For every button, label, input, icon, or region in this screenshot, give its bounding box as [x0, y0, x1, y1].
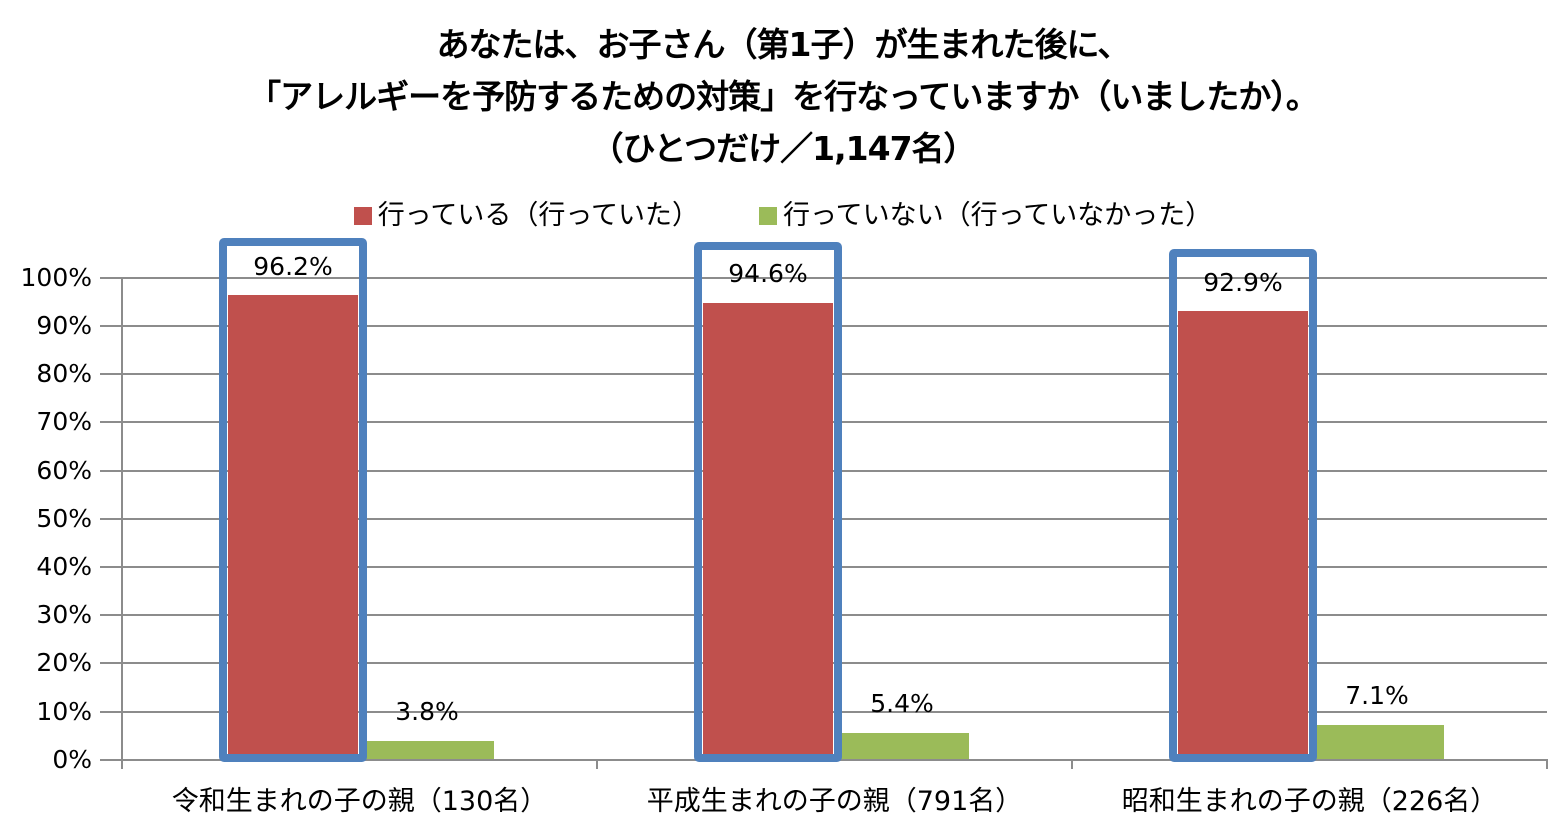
title-line-3: （ひとつだけ／1,147名） [590, 129, 976, 168]
y-tick-label: 40% [36, 552, 92, 581]
y-tick-label: 80% [36, 359, 92, 388]
legend-item-no: 行っていない（行っていなかった） [759, 196, 1212, 236]
legend-swatch-yes [353, 207, 372, 225]
legend-label-yes: 行っている（行っていた） [377, 200, 699, 231]
x-tick-1 [596, 759, 598, 769]
data-label-yes-reiwa: 96.2% [253, 252, 333, 281]
y-axis [121, 277, 123, 769]
category-label-heisei: 平成生まれの子の親（791名） [646, 786, 1023, 817]
bar-no-reiwa[interactable] [362, 741, 494, 759]
highlight-box-heisei [694, 242, 842, 762]
category-label-showa: 昭和生まれの子の親（226名） [1121, 786, 1498, 817]
data-label-no-reiwa: 3.8% [395, 697, 459, 726]
y-tick-label: 70% [36, 407, 92, 436]
data-label-no-heisei: 5.4% [870, 689, 934, 718]
y-tick-label: 60% [36, 456, 92, 485]
y-tick-label: 100% [20, 263, 92, 292]
gridline-100 [100, 277, 1547, 279]
category-label-reiwa: 令和生まれの子の親（130名） [171, 786, 548, 817]
x-tick-2 [1071, 759, 1073, 769]
legend-swatch-no [759, 207, 777, 225]
legend-label-no: 行っていない（行っていなかった） [783, 200, 1213, 231]
data-label-yes-heisei: 94.6% [728, 259, 808, 288]
y-tick-label: 10% [36, 697, 92, 726]
bar-no-showa[interactable] [1312, 725, 1444, 759]
y-tick-label: 90% [36, 311, 92, 340]
bar-no-heisei[interactable] [837, 733, 969, 759]
y-tick-label: 50% [36, 504, 92, 533]
data-label-yes-showa: 92.9% [1203, 268, 1283, 297]
highlight-box-showa [1169, 249, 1317, 762]
legend-item-yes: 行っている（行っていた） [353, 196, 699, 236]
data-label-no-showa: 7.1% [1345, 681, 1409, 710]
legend: 行っている（行っていた） 行っていない（行っていなかった） [0, 196, 1566, 236]
y-tick-label: 30% [36, 600, 92, 629]
y-tick-label: 0% [52, 745, 92, 774]
y-tick-label: 20% [36, 648, 92, 677]
bar-yes-reiwa[interactable] [228, 295, 358, 759]
highlight-box-reiwa [219, 238, 367, 762]
bar-yes-heisei[interactable] [703, 303, 833, 759]
title-line-2: 「アレルギーを予防するための対策」を行なっていますか（いましたか）。 [248, 77, 1319, 116]
title-line-1: あなたは、お子さん（第1子）が生まれた後に、 [436, 25, 1131, 64]
bar-yes-showa[interactable] [1178, 311, 1308, 759]
x-tick-3 [1546, 759, 1548, 769]
